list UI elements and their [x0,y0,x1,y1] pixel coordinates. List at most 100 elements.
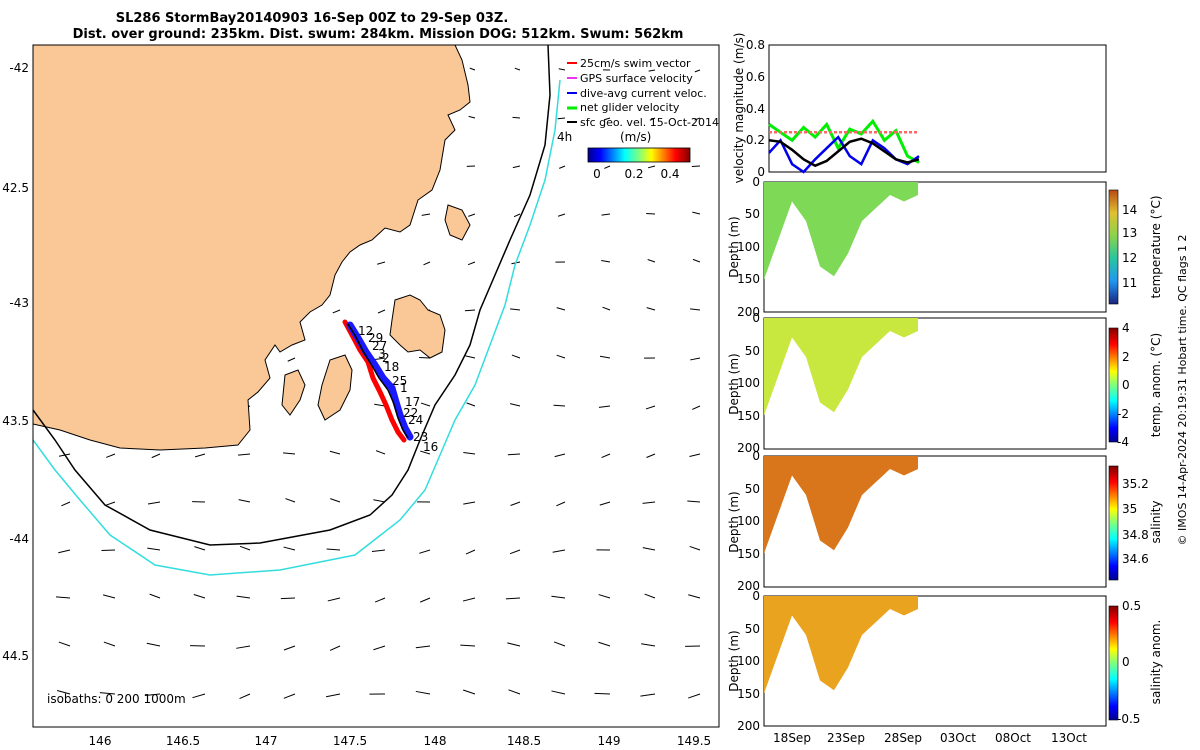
depth-tick: 150 [737,272,760,286]
velocity-arrow [598,594,611,599]
day-label: 16 [423,440,438,454]
depth-tick: 100 [737,240,760,254]
map-legend: 25cm/s swim vector GPS surface velocity … [567,57,719,129]
velocity-arrow [556,354,566,359]
velocity-arrow [647,259,656,263]
temperature-cbar-tick: 12 [1122,251,1137,265]
day-label: 27 [372,339,387,353]
salinity-cbar-label: salinity [1149,500,1163,543]
velocity-arrow [283,645,296,651]
map-x-tick: 147.5 [333,734,367,748]
velocity-arrow [144,693,161,696]
velocity-arrow [694,69,701,73]
velocity-y-ticks: 0 0.2 0.4 0.6 0.8 [746,38,765,179]
map-y-tick: -42 [9,61,29,75]
velocity-y-tick: 0.6 [746,70,765,84]
velocity-arrow [332,309,341,314]
date-tick: 18Sep [773,731,811,745]
isobath-200m [33,45,551,546]
velocity-arrow [511,354,521,359]
day-label: 2 [382,351,390,365]
velocity-arrow [283,693,296,699]
velocity-arrow [469,67,476,71]
map-y-ticks: -42 42.5 -43 43.5 -44 44.5 [2,61,29,663]
land-north-island [444,204,471,241]
depth-tick: 50 [745,622,760,636]
velocity-arrow [283,452,296,455]
day-label: 29 [368,331,383,345]
velocity-arrow [510,308,521,311]
depth-tick: 50 [745,344,760,358]
salinity-section [764,456,918,554]
salinity-anom-cbar-label: salinity anom. [1149,620,1163,705]
map-y-tick: 43.5 [2,414,29,428]
velocity-arrow [419,549,431,554]
day-labels: 12 29 27 3 2 18 25 1 17 22 24 23 16 [358,324,438,454]
velocity-arrow [58,549,71,554]
temperature-cbar-tick: 14 [1122,203,1137,217]
temp-anom-cbar-tick: 2 [1122,350,1130,364]
depth-tick: 0 [752,175,760,189]
velocity-arrow [514,67,521,71]
velocity-arrow [551,595,566,599]
velocity-arrow [149,593,161,599]
velocity-arrow [463,501,476,505]
date-tick: 08Oct [995,731,1031,745]
velocity-arrow [646,453,656,458]
map-y-tick: 42.5 [2,181,29,195]
depth-tick: 100 [737,654,760,668]
velocity-arrow [601,453,611,459]
velocity-axes-box [768,44,1107,173]
velocity-arrow [463,689,476,695]
date-tick: 28Sep [884,731,922,745]
day-label: 12 [358,324,373,338]
depth-tick: 150 [737,547,760,561]
velocity-arrow [556,307,566,311]
temp-anom-cbar-label: temp. anom. (°C) [1149,333,1163,437]
velocity-arrow [641,643,656,647]
salinity-anom-ylabel: Depth (m) [727,630,741,691]
velocity-arrow [106,453,116,458]
velocity-arrow [552,549,566,553]
velocity-arrow [556,501,566,507]
legend-gps-velocity: GPS surface velocity [580,72,693,85]
velocity-arrow [553,404,566,407]
day-label: 17 [405,395,420,409]
glider-track-red [342,319,407,443]
velocity-arrow [604,165,611,169]
velocity-arrow [640,693,656,697]
land-forestier [389,294,446,359]
map-x-tick: 146.5 [166,734,200,748]
velocity-arrow [601,213,611,216]
velocity-arrow [603,117,611,121]
velocity-arrow [375,450,386,455]
speed-colorbar-tick: 0.4 [660,167,679,181]
velocity-arrow [557,117,566,120]
velocity-arrow [56,596,71,599]
temp-anom-cbar-tick: 0 [1122,378,1130,392]
depth-tick: 100 [737,376,760,390]
date-tick: 23Sep [827,731,865,745]
temperature-cbar-tick: 11 [1122,276,1137,290]
map-x-tick: 148 [424,734,447,748]
velocity-arrow [56,690,71,695]
title-line-2: Dist. over ground: 235km. Dist. swum: 28… [73,27,684,42]
velocity-arrow [507,453,521,456]
map-x-tick: 147 [255,734,278,748]
velocity-arrow [468,213,476,217]
depth-tick: 50 [745,207,760,221]
salinity-colorbar [1108,465,1119,581]
day-label: 18 [384,360,399,374]
velocity-arrow [468,115,476,119]
map-x-tick: 148.5 [507,734,541,748]
depth-tick: 200 [737,579,760,593]
salinity-panel: Depth (m) 0 50 100 150 200 35.2 35 34.8 … [727,449,1163,593]
depth-tick: 0 [752,449,760,463]
velocity-arrow [645,405,656,410]
velocity-arrow [373,645,386,651]
velocity-arrow [377,309,386,314]
salinity-cbar-tick: 35.2 [1122,477,1149,491]
speed-colorbar: (m/s) 0 0.2 0.4 [587,130,691,181]
velocity-y-tick: 0 [757,165,765,179]
